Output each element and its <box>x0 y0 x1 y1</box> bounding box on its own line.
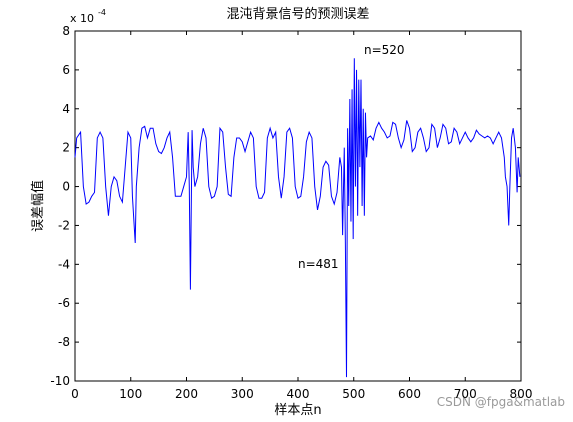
x-axis-label: 样本点n <box>274 403 321 418</box>
data-line <box>74 58 521 378</box>
x-tick-label: 600 <box>398 387 421 401</box>
x-tick-label: 300 <box>231 387 254 401</box>
y-tick-label: 2 <box>62 141 70 155</box>
x-tick-label: 700 <box>454 387 477 401</box>
x-tick-label: 0 <box>71 387 79 401</box>
x-tick-label: 400 <box>287 387 310 401</box>
y-tick-label: -8 <box>58 335 70 349</box>
y-multiplier: x 10 <box>70 12 94 25</box>
y-tick-label: 8 <box>62 24 70 38</box>
plot-box <box>74 30 522 382</box>
watermark: CSDN @fpga&matlab <box>437 395 565 409</box>
y-axis-label: 误差幅值 <box>30 180 46 232</box>
x-tick-label: 100 <box>119 387 142 401</box>
y-tick-label: -6 <box>58 296 70 310</box>
x-tick-label: 200 <box>175 387 198 401</box>
annotation: n=481 <box>298 257 339 271</box>
y-tick-label: 6 <box>62 63 70 77</box>
y-tick-label: -4 <box>58 257 70 271</box>
x-tick-label: 500 <box>342 387 365 401</box>
annotation: n=520 <box>364 43 405 57</box>
y-tick-label: -2 <box>58 218 70 232</box>
y-multiplier-exponent: -4 <box>98 8 106 17</box>
chart-title: 混沌背景信号的预测误差 <box>226 6 369 22</box>
y-tick-label: -10 <box>50 374 70 388</box>
x-tick-label: 800 <box>510 387 533 401</box>
y-tick-label: 4 <box>62 102 70 116</box>
y-tick-label: 0 <box>62 180 70 194</box>
